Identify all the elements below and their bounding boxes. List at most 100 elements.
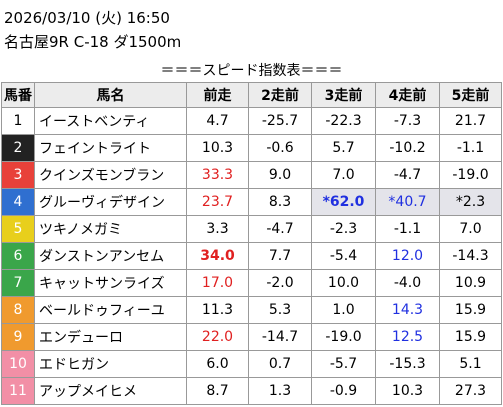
horse-name: ツキノメガミ [34,215,187,243]
speed-index: -2.0 [248,269,312,297]
row: 7 キャットサンライズ 17.0 -2.0 10.0 -4.0 10.9 [1,269,502,297]
row: 3 クインズモンブラン 33.3 9.0 7.0 -4.7 -19.0 [1,161,502,189]
column-header: 馬番 [1,82,35,108]
row: 5 ツキノメガミ 3.3 -4.7 -2.3 -1.1 7.0 [1,215,502,243]
speed-index: 10.3 [375,377,440,405]
speed-index: 15.9 [439,296,502,324]
speed-index: 10.9 [439,269,502,297]
speed-index: -4.7 [248,215,312,243]
speed-index: -14.3 [439,242,502,270]
horse-number: 9 [1,323,35,351]
speed-index: -14.7 [248,323,312,351]
horse-name: クインズモンブラン [34,161,187,189]
speed-index: 23.7 [186,188,249,216]
column-header: 5走前 [439,82,502,108]
speed-index: -4.7 [375,161,440,189]
horse-number: 11 [1,377,35,405]
horse-name: ダンストンアンセム [34,242,187,270]
speed-table: 馬番 馬名 前走 2走前 3走前 4走前 5走前 1 イーストベンティ 4.7 -25.7 -22.… [1,82,502,405]
speed-index: 6.0 [186,350,249,378]
column-header: 4走前 [375,82,440,108]
speed-index: *40.7 [375,188,440,216]
row: 9 エンデューロ 22.0 -14.7 -19.0 12.5 15.9 [1,323,502,351]
speed-index: 8.3 [248,188,312,216]
speed-index: 9.0 [248,161,312,189]
speed-index: 11.3 [186,296,249,324]
horse-number: 5 [1,215,35,243]
column-header: 馬名 [34,82,187,108]
speed-index: 5.1 [439,350,502,378]
speed-index: 34.0 [186,242,249,270]
column-header: 2走前 [248,82,312,108]
horse-number: 10 [1,350,35,378]
speed-index: -4.0 [375,269,440,297]
row: 11 アップメイヒメ 8.7 1.3 -0.9 10.3 27.3 [1,377,502,405]
header-row: 馬番 馬名 前走 2走前 3走前 4走前 5走前 [1,82,502,108]
horse-number: 3 [1,161,35,189]
speed-index: 3.3 [186,215,249,243]
speed-index: -22.3 [311,107,376,135]
speed-index: 7.7 [248,242,312,270]
speed-index: 10.0 [311,269,376,297]
speed-index: -1.1 [375,215,440,243]
speed-index: -1.1 [439,134,502,162]
speed-index: 22.0 [186,323,249,351]
speed-index: 5.3 [248,296,312,324]
speed-index: 27.3 [439,377,502,405]
row: 1 イーストベンティ 4.7 -25.7 -22.3 -7.3 21.7 [1,107,502,135]
speed-index: 12.0 [375,242,440,270]
speed-index: -10.2 [375,134,440,162]
column-header: 3走前 [311,82,376,108]
column-header: 前走 [186,82,249,108]
speed-index: *62.0 [311,188,376,216]
speed-index: 5.7 [311,134,376,162]
row: 2 フェイントライト 10.3 -0.6 5.7 -10.2 -1.1 [1,134,502,162]
speed-index: -0.9 [311,377,376,405]
speed-index: 10.3 [186,134,249,162]
speed-index: 8.7 [186,377,249,405]
speed-index: -2.3 [311,215,376,243]
speed-index: -19.0 [439,161,502,189]
speed-index: *2.3 [439,188,502,216]
speed-index: -5.4 [311,242,376,270]
speed-index: -5.7 [311,350,376,378]
speed-index: 1.3 [248,377,312,405]
horse-number: 7 [1,269,35,297]
row: 6 ダンストンアンセム 34.0 7.7 -5.4 12.0 -14.3 [1,242,502,270]
speed-index: 7.0 [311,161,376,189]
speed-index: -19.0 [311,323,376,351]
speed-index: 12.5 [375,323,440,351]
horse-name: エンデューロ [34,323,187,351]
table-title: ＝＝＝スピード指数表＝＝＝ [160,63,343,79]
horse-number: 1 [1,107,35,135]
horse-name: キャットサンライズ [34,269,187,297]
speed-index: 21.7 [439,107,502,135]
speed-index: 33.3 [186,161,249,189]
speed-index: 1.0 [311,296,376,324]
speed-index: -7.3 [375,107,440,135]
row: 10 エドヒガン 6.0 0.7 -5.7 -15.3 5.1 [1,350,502,378]
horse-name: グルーヴィデザイン [34,188,187,216]
speed-index: -25.7 [248,107,312,135]
speed-index: 14.3 [375,296,440,324]
horse-name: エドヒガン [34,350,187,378]
horse-number: 4 [1,188,35,216]
horse-name: フェイントライト [34,134,187,162]
horse-name: ベールドゥフィーユ [34,296,187,324]
row: 4 グルーヴィデザイン 23.7 8.3 *62.0 *40.7 *2.3 [1,188,502,216]
horse-number: 8 [1,296,35,324]
speed-index: 7.0 [439,215,502,243]
speed-index: 4.7 [186,107,249,135]
horse-number: 6 [1,242,35,270]
race-info: 名古屋9R C-18 ダ1500m [4,33,182,51]
speed-index: -15.3 [375,350,440,378]
horse-number: 2 [1,134,35,162]
row: 8 ベールドゥフィーユ 11.3 5.3 1.0 14.3 15.9 [1,296,502,324]
horse-name: イーストベンティ [34,107,187,135]
speed-index: 0.7 [248,350,312,378]
speed-index: -0.6 [248,134,312,162]
horse-name: アップメイヒメ [34,377,187,405]
speed-index: 17.0 [186,269,249,297]
datetime: 2026/03/10 (火) 16:50 [4,9,170,27]
